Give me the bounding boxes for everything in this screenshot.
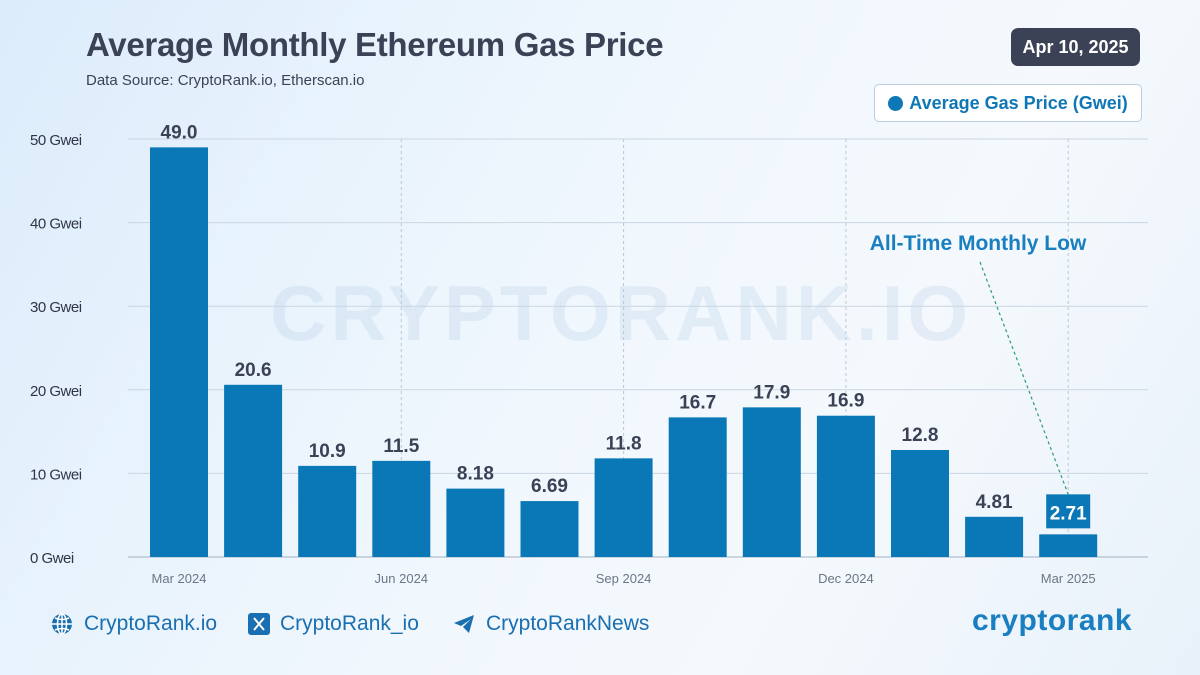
footer-link-telegram[interactable]: CryptoRankNews <box>452 612 649 636</box>
bar-value-label: 16.9 <box>827 391 864 412</box>
footer-link-x[interactable]: CryptoRank_io <box>248 612 419 636</box>
chart-title: Average Monthly Ethereum Gas Price <box>86 26 664 63</box>
annotation-arrow <box>979 261 1069 495</box>
x-tick-label: Mar 2024 <box>152 571 207 586</box>
bar <box>742 407 801 557</box>
bar <box>150 147 208 558</box>
bar-value-label: 49.0 <box>161 122 198 143</box>
x-tick-label: Jun 2024 <box>375 571 429 586</box>
y-tick-label: 20 Gwei <box>30 383 82 400</box>
bar-value-label: 11.5 <box>383 436 419 457</box>
x-icon <box>248 613 270 635</box>
legend-label: Average Gas Price (Gwei) <box>909 92 1128 113</box>
bar <box>224 384 283 557</box>
bar <box>298 465 357 557</box>
watermark: CRYPTORANK.IO <box>270 269 973 357</box>
bar <box>594 458 653 557</box>
bar-value-label: 17.9 <box>753 382 790 403</box>
x-tick-label: Mar 2025 <box>1041 571 1096 586</box>
bar <box>965 516 1024 557</box>
bar <box>372 460 431 557</box>
bar <box>816 415 875 557</box>
x-tick-label: Dec 2024 <box>818 571 874 586</box>
cryptorank-logo: cryptorank <box>972 604 1133 637</box>
bar-label-box <box>1046 494 1091 529</box>
bar-value-label: 20.6 <box>235 360 272 381</box>
legend: Average Gas Price (Gwei) <box>874 84 1142 122</box>
bar-value-label: 16.7 <box>679 392 716 413</box>
telegram-icon <box>454 615 474 633</box>
y-tick-label: 30 Gwei <box>30 299 82 316</box>
y-tick-label: 10 Gwei <box>30 466 82 483</box>
bar-value-label: 2.71 <box>1050 503 1087 524</box>
date-badge: Apr 10, 2025 <box>1011 28 1140 66</box>
y-tick-label: 0 Gwei <box>30 550 74 567</box>
footer-link-label: CryptoRankNews <box>486 612 650 635</box>
legend-swatch <box>888 95 904 111</box>
y-tick-label: 50 Gwei <box>30 132 82 149</box>
bar-value-label: 4.81 <box>976 492 1013 513</box>
bar-value-label: 12.8 <box>902 425 939 446</box>
bar-value-label: 11.8 <box>606 433 642 454</box>
bar <box>520 501 579 557</box>
bar <box>668 417 727 557</box>
annotation-label: All-Time Monthly Low <box>870 232 1087 255</box>
bar-value-label: 10.9 <box>309 441 346 462</box>
x-tick-label: Sep 2024 <box>596 571 652 586</box>
y-tick-label: 40 Gwei <box>30 216 82 233</box>
footer-link-label: CryptoRank_io <box>280 612 419 635</box>
bar <box>446 488 505 557</box>
globe-icon <box>52 613 72 635</box>
bar-value-label: 8.18 <box>457 464 494 485</box>
bar-value-label: 6.69 <box>531 476 568 497</box>
footer-link-website[interactable]: CryptoRank.io <box>50 612 217 636</box>
bar <box>1039 534 1098 557</box>
data-source: Data Source: CryptoRank.io, Etherscan.io <box>86 72 365 89</box>
footer-link-label: CryptoRank.io <box>84 612 218 635</box>
bar <box>891 449 949 557</box>
